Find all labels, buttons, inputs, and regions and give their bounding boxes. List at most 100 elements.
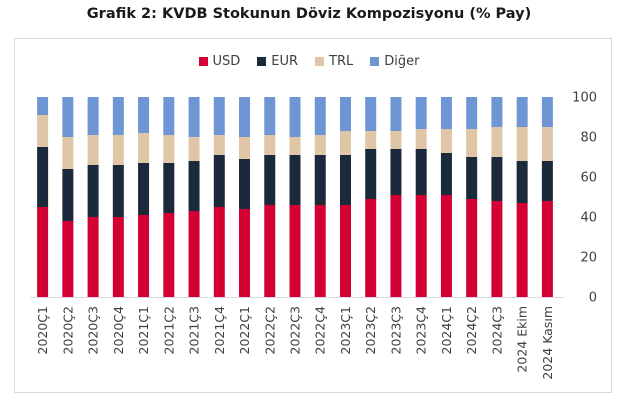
bar-diğer-6 (188, 97, 200, 137)
bar-usd-17 (466, 199, 478, 297)
bar-diğer-19 (516, 97, 528, 127)
bar-eur-0 (37, 147, 49, 207)
bar-trl-9 (264, 135, 276, 155)
x-tick-label-7: 2021Ç4 (212, 306, 227, 355)
x-tick-label-20: 2024 Kasım (540, 306, 555, 380)
legend-label-2: TRL (329, 54, 354, 69)
bar-usd-16 (440, 195, 452, 297)
bar-diğer-0 (37, 97, 49, 115)
bar-diğer-2 (87, 97, 99, 135)
bar-trl-2 (87, 135, 99, 165)
bar-diğer-11 (314, 97, 326, 135)
bar-trl-14 (390, 131, 402, 149)
legend-swatch-0 (198, 57, 208, 66)
bar-usd-8 (239, 209, 251, 297)
chart-title: Grafik 2: KVDB Stokunun Döviz Kompozisyo… (86, 6, 532, 22)
bar-diğer-14 (390, 97, 402, 131)
bar-eur-16 (440, 153, 452, 195)
bar-usd-10 (289, 205, 301, 297)
x-tick-label-2: 2020Ç3 (86, 306, 101, 355)
bar-eur-17 (466, 157, 478, 199)
bar-eur-10 (289, 155, 301, 205)
bar-eur-13 (365, 149, 377, 199)
bar-trl-5 (163, 135, 175, 163)
bar-usd-9 (264, 205, 276, 297)
bar-diğer-5 (163, 97, 175, 135)
legend-swatch-2 (315, 57, 325, 66)
bar-trl-3 (112, 135, 124, 165)
x-tick-label-6: 2021Ç3 (187, 306, 202, 355)
bar-usd-6 (188, 211, 200, 297)
bar-usd-14 (390, 195, 402, 297)
bar-usd-2 (87, 217, 99, 297)
bar-usd-18 (491, 201, 503, 297)
legend-item-3: Diğer (370, 54, 419, 69)
bar-eur-12 (339, 155, 351, 205)
bar-usd-5 (163, 213, 175, 297)
bar-trl-13 (365, 131, 377, 149)
x-tick-label-14: 2023Ç3 (388, 306, 403, 355)
x-tick-label-15: 2023Ç4 (414, 306, 429, 355)
bar-trl-15 (415, 129, 427, 149)
bar-trl-10 (289, 137, 301, 155)
bar-diğer-1 (62, 97, 74, 137)
legend-item-1: EUR (257, 54, 298, 69)
legend-label-3: Diğer (384, 54, 420, 69)
bar-diğer-16 (440, 97, 452, 129)
bar-trl-0 (37, 115, 49, 147)
bar-diğer-18 (491, 97, 503, 127)
legend-item-0: USD (198, 54, 241, 69)
bar-usd-0 (37, 207, 49, 297)
x-tick-label-3: 2020Ç4 (111, 306, 126, 355)
x-tick-label-11: 2022Ç4 (313, 306, 328, 355)
bar-trl-20 (541, 127, 553, 161)
y-tick-label-4: 80 (580, 131, 597, 146)
bar-eur-19 (516, 161, 528, 203)
y-tick-label-3: 60 (580, 171, 597, 186)
bar-diğer-3 (112, 97, 124, 135)
bar-usd-11 (314, 205, 326, 297)
bar-trl-17 (466, 129, 478, 157)
bar-trl-1 (62, 137, 74, 169)
bar-diğer-13 (365, 97, 377, 131)
bar-trl-7 (213, 135, 225, 155)
bar-diğer-15 (415, 97, 427, 129)
x-tick-label-17: 2024Ç2 (464, 306, 479, 355)
x-tick-label-9: 2022Ç2 (262, 306, 277, 355)
bar-trl-18 (491, 127, 503, 157)
legend-item-2: TRL (315, 54, 353, 69)
y-tick-label-2: 40 (580, 211, 597, 226)
bar-eur-14 (390, 149, 402, 195)
x-tick-label-16: 2024Ç1 (439, 306, 454, 355)
bar-eur-8 (239, 159, 251, 209)
bar-eur-15 (415, 149, 427, 195)
bar-usd-12 (339, 205, 351, 297)
bar-usd-19 (516, 203, 528, 297)
bar-trl-16 (440, 129, 452, 153)
bar-trl-19 (516, 127, 528, 161)
legend-label-1: EUR (271, 54, 299, 69)
y-tick-label-0: 0 (589, 291, 597, 306)
bar-diğer-17 (466, 97, 478, 129)
x-tick-label-1: 2020Ç2 (60, 306, 75, 355)
bar-eur-3 (112, 165, 124, 217)
bar-usd-13 (365, 199, 377, 297)
bar-trl-4 (138, 133, 150, 163)
y-tick-label-1: 20 (580, 251, 597, 266)
x-tick-label-4: 2021Ç1 (136, 306, 151, 355)
chart-legend: USD EUR TRL Diğer (0, 54, 618, 69)
bar-diğer-12 (339, 97, 351, 131)
bar-usd-4 (138, 215, 150, 297)
x-tick-label-8: 2022Ç1 (237, 306, 252, 355)
bar-usd-7 (213, 207, 225, 297)
legend-label-0: USD (212, 54, 241, 69)
chart-frame (14, 38, 612, 393)
bar-trl-12 (339, 131, 351, 155)
x-tick-label-5: 2021Ç2 (161, 306, 176, 355)
bar-diğer-20 (541, 97, 553, 127)
bar-trl-8 (239, 137, 251, 159)
x-tick-label-19: 2024 Ekim (515, 306, 530, 373)
legend-swatch-3 (370, 57, 380, 66)
bar-diğer-7 (213, 97, 225, 135)
y-tick-label-5: 100 (572, 91, 597, 106)
